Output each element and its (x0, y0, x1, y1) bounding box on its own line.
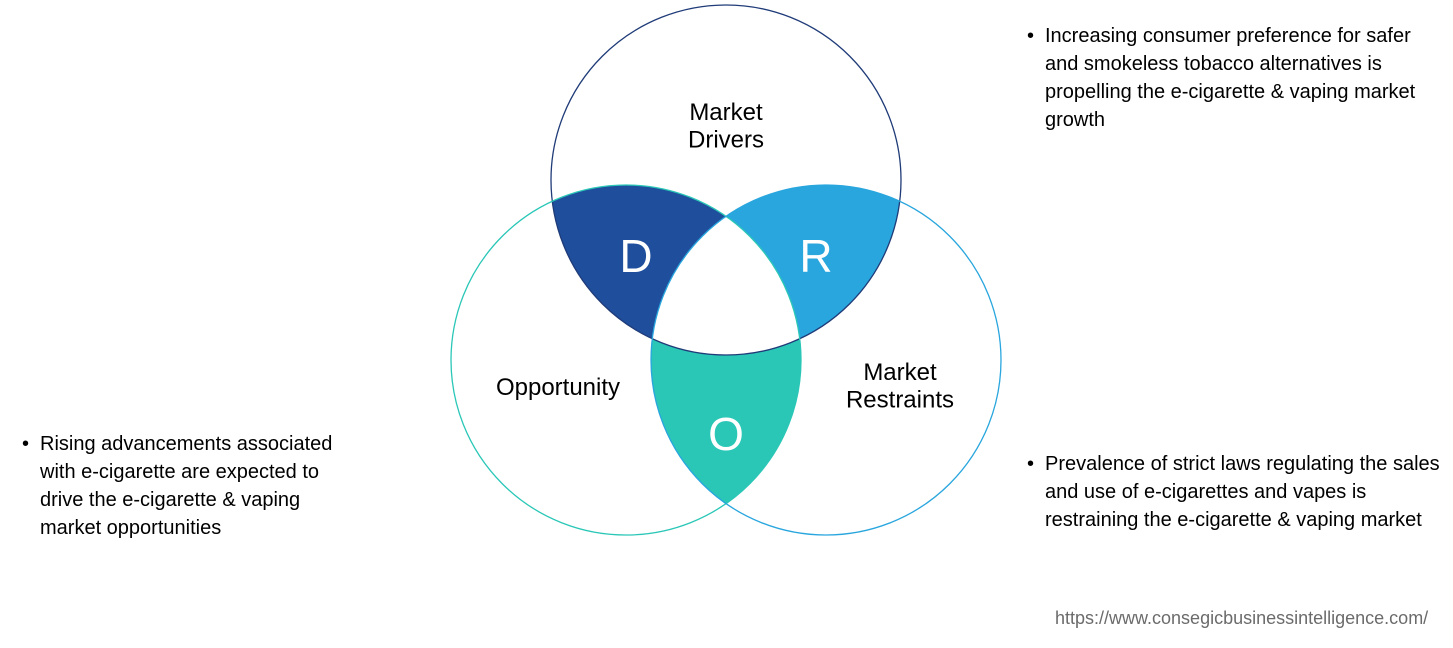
bullet-restraints-text: Prevalence of strict laws regulating the… (1045, 450, 1442, 534)
label-restraints: MarketRestraints (846, 359, 954, 414)
diagram-canvas: D R O MarketDrivers Opportunity MarketRe… (0, 0, 1453, 643)
lens-letter-d: D (619, 230, 652, 282)
lens-letter-o: O (708, 408, 744, 460)
bullet-drivers-text: Increasing consumer preference for safer… (1045, 22, 1427, 134)
bullet-drivers: Increasing consumer preference for safer… (1027, 22, 1427, 134)
bullet-opportunity: Rising advancements associated with e-ci… (22, 430, 352, 542)
bullet-opportunity-text: Rising advancements associated with e-ci… (40, 430, 352, 542)
label-drivers: MarketDrivers (688, 99, 764, 154)
label-opportunity: Opportunity (496, 374, 620, 401)
bullet-restraints: Prevalence of strict laws regulating the… (1027, 450, 1442, 534)
lens-letter-r: R (799, 230, 832, 282)
source-url: https://www.consegicbusinessintelligence… (1055, 608, 1428, 629)
